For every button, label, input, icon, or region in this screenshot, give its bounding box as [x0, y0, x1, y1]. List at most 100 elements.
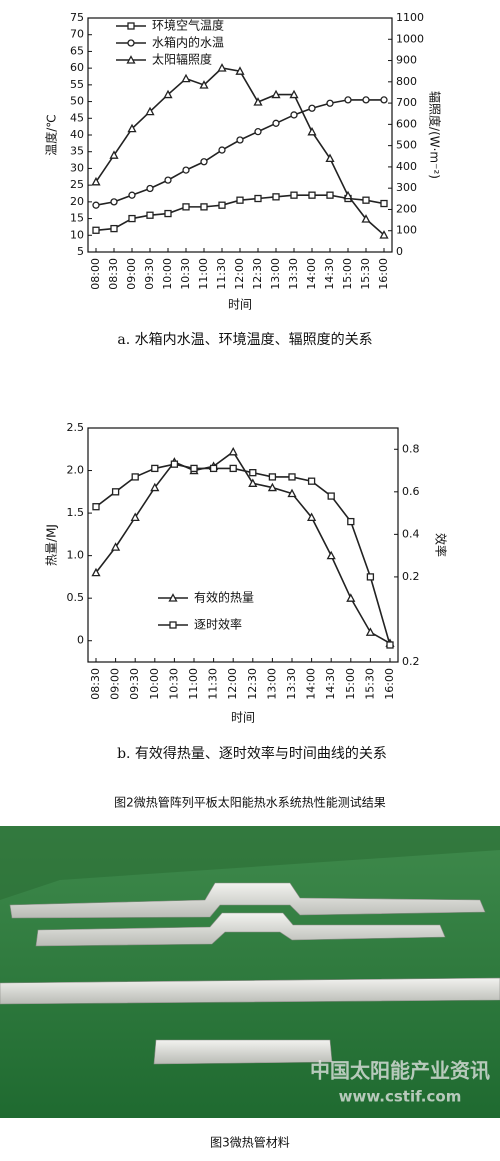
data-point	[289, 89, 299, 99]
x-tick-label: 09:30	[128, 668, 141, 700]
data-point	[326, 99, 334, 107]
y2-tick-label: 0.8	[402, 442, 420, 455]
y-tick-label: 45	[70, 111, 84, 124]
x-tick-label: 09:00	[109, 668, 122, 700]
data-point	[145, 106, 155, 116]
data-point	[307, 477, 316, 485]
data-point	[228, 446, 238, 456]
y-axis-label: 热量/MJ	[45, 524, 59, 566]
x-tick-label: 09:30	[143, 258, 156, 290]
data-point	[170, 460, 179, 468]
series-line	[95, 463, 391, 646]
y-tick-label: 75	[70, 11, 84, 24]
y-tick-label: 1.5	[67, 506, 85, 519]
y2-tick-label: 0.6	[402, 485, 420, 498]
data-point	[217, 63, 227, 72]
y-tick-label: 35	[70, 145, 84, 158]
data-point	[236, 196, 244, 204]
y-tick-label: 0	[77, 634, 84, 647]
data-point	[379, 230, 389, 239]
data-point	[91, 176, 101, 186]
x-tick-label: 11:00	[197, 258, 210, 290]
y2-tick-label: 900	[396, 54, 417, 67]
data-point	[128, 214, 136, 223]
data-point	[346, 593, 356, 602]
data-point	[308, 104, 316, 112]
y-tick-label: 0.5	[67, 591, 85, 604]
data-point	[308, 191, 316, 199]
x-tick-label: 15:00	[341, 258, 354, 290]
data-point	[150, 482, 160, 492]
y-tick-label: 30	[70, 161, 84, 174]
data-point	[347, 517, 355, 526]
legend-label: 有效的热量	[194, 590, 254, 605]
data-point	[365, 627, 375, 636]
x-tick-label: 08:00	[89, 258, 102, 290]
data-point	[249, 469, 257, 477]
x-tick-label: 09:00	[125, 258, 138, 290]
data-point	[288, 473, 296, 481]
data-point	[146, 184, 154, 193]
y2-tick-label: 1100	[396, 11, 424, 24]
legend-label: 水箱内的水温	[152, 35, 224, 50]
x-tick-label: 10:00	[161, 258, 174, 290]
data-point	[271, 89, 281, 99]
data-point	[386, 641, 394, 649]
x-tick-label: 15:30	[359, 258, 372, 290]
data-point	[290, 111, 298, 119]
data-point	[128, 191, 136, 199]
y2-axis-label: 辐照度/(W·m⁻²)	[428, 91, 443, 179]
x-tick-label: 15:00	[344, 668, 357, 700]
series-line	[95, 99, 384, 206]
data-point	[200, 158, 208, 166]
data-point	[326, 191, 334, 199]
chart-caption: a. 水箱内水温、环境温度、辐照度的关系	[117, 332, 372, 348]
series-line	[95, 450, 391, 644]
x-tick-label: 12:30	[246, 668, 259, 700]
legend-marker	[127, 39, 135, 47]
data-point	[200, 203, 208, 211]
y-tick-label: 70	[70, 28, 84, 41]
data-point	[267, 482, 277, 492]
data-point	[109, 150, 119, 159]
y-tick-label: 5	[77, 245, 84, 258]
legend-marker	[127, 22, 135, 30]
y2-tick-label: 1000	[396, 32, 424, 45]
x-tick-label: 16:00	[377, 258, 390, 290]
data-point	[218, 201, 226, 209]
x-tick-label: 13:30	[285, 668, 298, 700]
data-point	[218, 146, 226, 154]
watermark: 中国太阳能产业资讯	[310, 1059, 490, 1083]
data-point	[110, 224, 118, 233]
data-point	[92, 226, 100, 234]
x-tick-label: 08:30	[89, 668, 102, 700]
data-point	[327, 492, 335, 500]
y2-tick-label: 600	[396, 117, 417, 130]
y2-tick-label: 400	[396, 160, 417, 173]
data-point	[287, 488, 297, 498]
data-point	[253, 97, 263, 106]
photo: 中国太阳能产业资讯 www.cstif.com	[0, 826, 500, 1118]
y-tick-label: 1.0	[67, 549, 85, 562]
data-point	[362, 196, 370, 204]
data-point	[326, 550, 336, 560]
legend-marker	[168, 593, 178, 602]
data-point	[380, 96, 388, 104]
photo-strip	[0, 977, 500, 1005]
y2-tick-label: 800	[396, 75, 417, 88]
data-point	[151, 464, 159, 473]
data-point	[190, 464, 198, 473]
photo-strip	[153, 1039, 333, 1065]
data-point	[111, 488, 120, 496]
x-tick-label: 10:30	[179, 258, 192, 290]
data-point	[235, 66, 245, 75]
y-tick-label: 10	[70, 228, 84, 241]
legend-label: 太阳辐照度	[152, 52, 212, 67]
x-axis-label: 时间	[228, 298, 252, 312]
data-point	[248, 478, 258, 487]
y-tick-label: 55	[70, 78, 84, 91]
y2-tick-label: 300	[396, 181, 417, 194]
x-tick-label: 14:30	[324, 668, 337, 700]
data-point	[131, 473, 139, 481]
y-tick-label: 2.0	[67, 464, 85, 477]
